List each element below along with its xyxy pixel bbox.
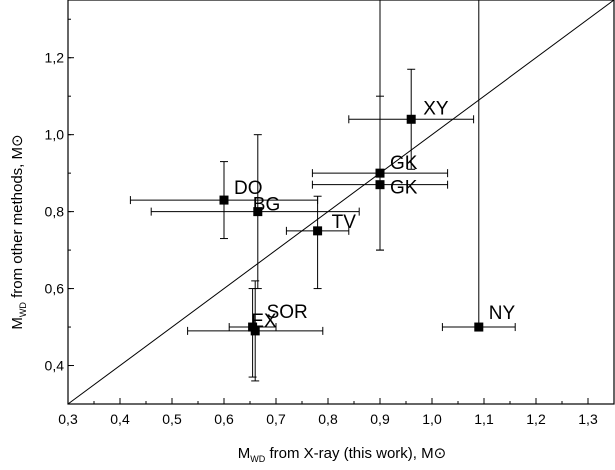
data-point-label: TV — [332, 212, 357, 233]
data-point-tv: TV — [285, 195, 357, 290]
x-tick-label: 1,3 — [578, 411, 598, 427]
data-point-ny: NY — [441, 0, 516, 332]
x-axis-label-main: M — [238, 445, 251, 462]
y-tick-label: 1,2 — [45, 50, 65, 66]
x-tick-label: 0,8 — [318, 411, 338, 427]
data-point-label: EX — [251, 311, 277, 332]
data-point-marker — [313, 226, 323, 236]
reference-line-y-equals-x — [67, 0, 615, 405]
y-axis-label: MWD from other methods, M⊙ — [9, 134, 28, 329]
x-tick-label: 0,7 — [266, 411, 286, 427]
x-tick-label: 1,1 — [474, 411, 494, 427]
y-tick-label: 0,8 — [45, 204, 65, 220]
data-point-marker — [375, 180, 385, 190]
y-axis-label-rest: from other methods, M — [9, 147, 26, 302]
x-tick-label: 0,6 — [214, 411, 234, 427]
data-point-marker — [406, 114, 416, 124]
data-point-marker — [219, 195, 229, 205]
data-point-marker — [250, 326, 260, 336]
data-point-ex: EX — [187, 280, 324, 382]
y-tick-label: 0,4 — [45, 358, 65, 374]
x-axis-label-rest: from X-ray (this work), M — [265, 445, 433, 462]
data-point-marker — [474, 322, 484, 332]
data-point-bg: BG — [150, 134, 360, 290]
x-tick-label: 1,0 — [422, 411, 442, 427]
y-axis-label-main: M — [9, 317, 26, 330]
x-tick-label: 0,5 — [162, 411, 182, 427]
data-point-label: GK — [390, 153, 418, 174]
y-axis-ticks: 0,4 0,6 0,8 1,0 1,2 — [45, 18, 74, 405]
y-axis-label-unit: ⊙ — [9, 134, 26, 147]
plot-frame — [67, 0, 615, 405]
data-point-gk: GK — [311, 95, 449, 251]
x-axis-label-unit: ⊙ — [434, 445, 447, 462]
data-point-label: SOR — [267, 302, 308, 323]
data-point-label: NY — [489, 303, 516, 324]
x-axis-label: MWD from X-ray (this work), M⊙ — [238, 445, 446, 464]
data-point-label: DO — [234, 178, 263, 199]
y-axis-label-sub: WD — [18, 302, 28, 317]
data-point-label: XY — [423, 98, 449, 119]
data-point-sor: SOR — [228, 288, 308, 378]
x-tick-label: 1,2 — [526, 411, 546, 427]
x-axis-label-sub: WD — [250, 454, 265, 464]
data-point-label: GK — [390, 178, 418, 199]
data-point-do: DO — [129, 161, 319, 240]
y-tick-label: 1,0 — [45, 127, 65, 143]
x-axis-ticks: 0,3 0,4 0,5 0,6 0,7 0,8 0,9 1,0 1,1 1,2 1,3 — [58, 398, 598, 427]
y-tick-label: 0,6 — [45, 281, 65, 297]
x-tick-label: 0,3 — [58, 411, 78, 427]
data-point-marker — [253, 207, 263, 217]
x-tick-label: 0,4 — [110, 411, 130, 427]
data-point-label: BG — [253, 195, 280, 216]
data-point-xy: XY — [348, 68, 475, 170]
x-tick-label: 0,9 — [370, 411, 390, 427]
